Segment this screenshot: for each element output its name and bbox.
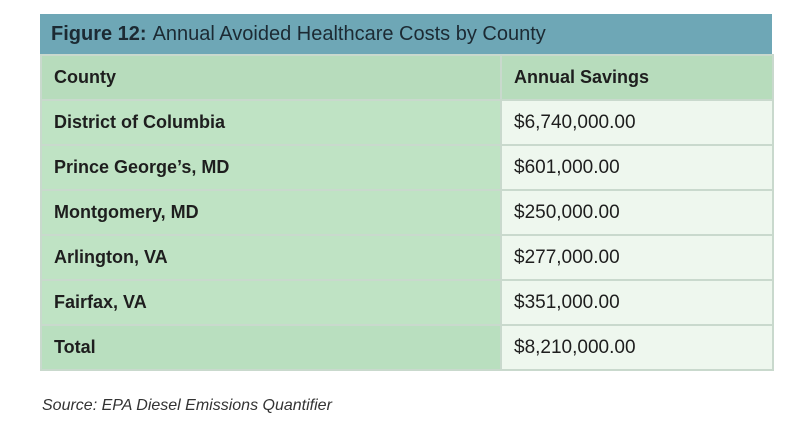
total-row: Total $8,210,000.00	[40, 324, 774, 371]
county-cell: Montgomery, MD	[40, 189, 502, 236]
county-cell: Fairfax, VA	[40, 279, 502, 326]
savings-cell: $277,000.00	[500, 234, 774, 281]
figure-title-bar: Figure 12: Annual Avoided Healthcare Cos…	[40, 14, 772, 54]
table-row: Montgomery, MD $250,000.00	[40, 189, 774, 236]
table-row: Prince George’s, MD $601,000.00	[40, 144, 774, 191]
savings-table: County Annual Savings District of Columb…	[40, 54, 774, 371]
table-row: District of Columbia $6,740,000.00	[40, 99, 774, 146]
figure-title: Annual Avoided Healthcare Costs by Count…	[152, 22, 546, 45]
county-cell: Prince George’s, MD	[40, 144, 502, 191]
source-note: Source: EPA Diesel Emissions Quantifier	[42, 397, 332, 414]
total-label-cell: Total	[40, 324, 502, 371]
header-annual-savings: Annual Savings	[500, 54, 774, 101]
savings-cell: $6,740,000.00	[500, 99, 774, 146]
county-cell: Arlington, VA	[40, 234, 502, 281]
figure: Figure 12: Annual Avoided Healthcare Cos…	[40, 14, 774, 371]
county-cell: District of Columbia	[40, 99, 502, 146]
table-row: Fairfax, VA $351,000.00	[40, 279, 774, 326]
total-savings-cell: $8,210,000.00	[500, 324, 774, 371]
figure-label: Figure 12:	[51, 22, 147, 45]
table-header-row: County Annual Savings	[40, 54, 774, 101]
savings-cell: $351,000.00	[500, 279, 774, 326]
table-row: Arlington, VA $277,000.00	[40, 234, 774, 281]
header-county: County	[40, 54, 502, 101]
savings-cell: $250,000.00	[500, 189, 774, 236]
savings-cell: $601,000.00	[500, 144, 774, 191]
